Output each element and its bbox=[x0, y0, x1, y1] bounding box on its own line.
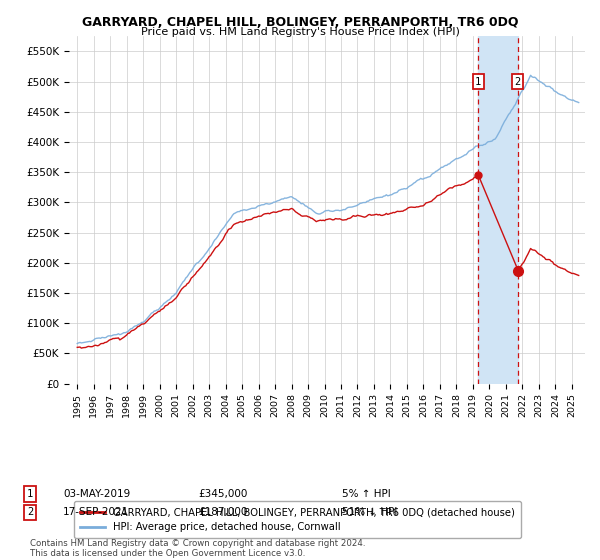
Text: 17-SEP-2021: 17-SEP-2021 bbox=[63, 507, 129, 517]
Text: 51% ↓ HPI: 51% ↓ HPI bbox=[342, 507, 397, 517]
Text: GARRYARD, CHAPEL HILL, BOLINGEY, PERRANPORTH, TR6 0DQ: GARRYARD, CHAPEL HILL, BOLINGEY, PERRANP… bbox=[82, 16, 518, 29]
Text: 2: 2 bbox=[27, 507, 33, 517]
Text: Price paid vs. HM Land Registry's House Price Index (HPI): Price paid vs. HM Land Registry's House … bbox=[140, 27, 460, 37]
Text: 03-MAY-2019: 03-MAY-2019 bbox=[63, 489, 130, 499]
Bar bbox=[478, 36, 518, 384]
Text: £187,000: £187,000 bbox=[198, 507, 247, 517]
Text: 1: 1 bbox=[475, 77, 481, 87]
Text: 5% ↑ HPI: 5% ↑ HPI bbox=[342, 489, 391, 499]
Text: 1: 1 bbox=[27, 489, 33, 499]
Text: 2: 2 bbox=[514, 77, 521, 87]
Legend: GARRYARD, CHAPEL HILL, BOLINGEY, PERRANPORTH, TR6 0DQ (detached house), HPI: Ave: GARRYARD, CHAPEL HILL, BOLINGEY, PERRANP… bbox=[74, 501, 521, 538]
Text: £345,000: £345,000 bbox=[198, 489, 247, 499]
Text: Contains HM Land Registry data © Crown copyright and database right 2024.
This d: Contains HM Land Registry data © Crown c… bbox=[30, 539, 365, 558]
